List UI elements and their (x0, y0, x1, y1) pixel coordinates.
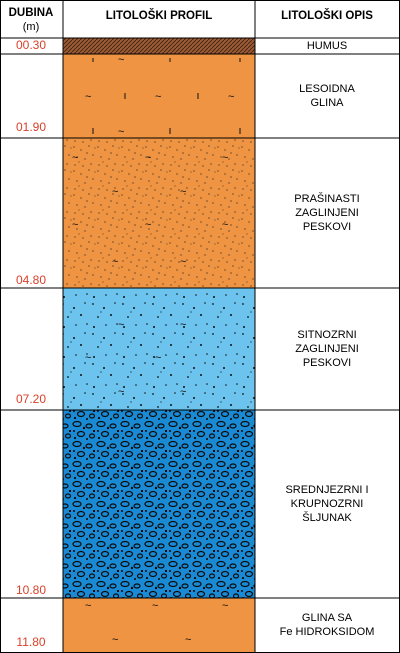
svg-text:~: ~ (145, 152, 151, 164)
svg-text:~: ~ (180, 186, 186, 198)
layer-description: LESOIDNA (299, 83, 355, 95)
silty-sand-dots (63, 138, 255, 288)
svg-text:~: ~ (85, 352, 91, 364)
clay-ticks (92, 58, 241, 134)
layer-description: GLINA SA (302, 612, 353, 624)
svg-text:~: ~ (112, 256, 118, 268)
svg-text:~: ~ (85, 91, 91, 103)
svg-text:~: ~ (118, 319, 124, 331)
depth-label: 11.80 (16, 635, 45, 649)
svg-text:~: ~ (145, 219, 151, 231)
svg-text:~: ~ (222, 152, 228, 164)
svg-text:~: ~ (118, 386, 124, 398)
layer-description: ŠLJUNAK (302, 511, 352, 524)
layer-description: PESKOVI (303, 357, 351, 369)
svg-text:~: ~ (185, 634, 191, 646)
layer-description: PESKOVI (303, 221, 351, 233)
svg-text:~: ~ (180, 319, 186, 331)
svg-text:~: ~ (180, 256, 186, 268)
layer-description: PRAŠINASTI (294, 192, 359, 205)
layer-description: ZAGLINJENI (295, 343, 359, 355)
svg-text:~: ~ (112, 186, 118, 198)
fine-sand-dots (63, 288, 255, 410)
svg-text:~: ~ (222, 600, 228, 612)
svg-text:~: ~ (118, 126, 124, 138)
svg-text:~: ~ (72, 219, 78, 231)
svg-text:~: ~ (85, 600, 91, 612)
svg-text:~: ~ (155, 91, 161, 103)
layer-description: GLINA (310, 97, 344, 109)
clay-layer (63, 54, 255, 138)
humus-layer (63, 38, 255, 54)
svg-text:~: ~ (180, 386, 186, 398)
depth-label: 04.80 (16, 273, 46, 287)
header-depth: DUBINA (9, 7, 54, 19)
svg-text:~: ~ (222, 219, 228, 231)
depth-label: 01.90 (16, 120, 46, 134)
depth-label: 10.80 (16, 583, 46, 597)
header-profile: LITOLOŠKI PROFIL (106, 9, 212, 22)
layer-description: SITNOZRNI (297, 329, 356, 341)
svg-text:~: ~ (112, 634, 118, 646)
layer-description: Fe HIDROKSIDOM (280, 626, 375, 638)
depth-label: 00.30 (16, 38, 46, 52)
layer-description: HUMUS (307, 40, 347, 52)
svg-text:~: ~ (155, 352, 161, 364)
svg-text:~: ~ (118, 54, 124, 66)
svg-text:~: ~ (72, 152, 78, 164)
header-description: LITOLOŠKI OPIS (281, 9, 373, 22)
gravel-layer (63, 410, 255, 598)
svg-text:~: ~ (152, 600, 158, 612)
clay-fe-layer (63, 598, 255, 653)
clay-symbols: ~ ~ ~ ~ ~ ~ ~ ~ ~ ~ ~ ~ ~ ~ ~ ~ ~ ~ ~ ~ ~ ~ ~ ~ ~ ~ (72, 54, 234, 646)
svg-text:~: ~ (228, 91, 234, 103)
header-unit: (m) (23, 21, 40, 33)
layer-description: SREDNJEZRNI I (285, 484, 368, 496)
depth-label: 07.20 (16, 392, 46, 406)
layer-description: ZAGLINJENI (295, 207, 359, 219)
layer-description: KRUPNOZRNI (291, 498, 364, 510)
